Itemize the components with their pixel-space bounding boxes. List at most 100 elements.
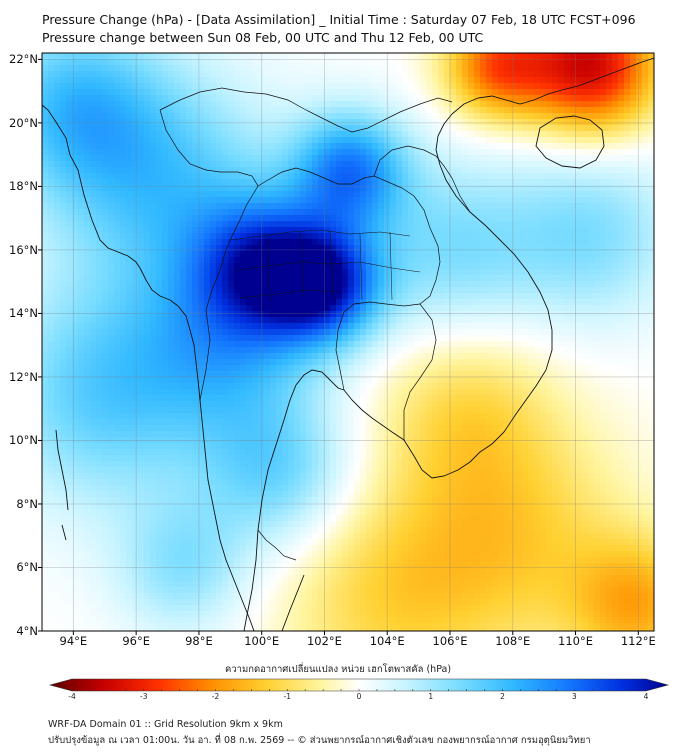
field-cell <box>636 221 643 228</box>
field-cell <box>492 251 499 258</box>
field-cell <box>204 233 211 240</box>
field-cell <box>480 245 487 252</box>
field-cell <box>96 59 103 66</box>
field-cell <box>540 185 547 192</box>
field-cell <box>306 263 313 270</box>
field-cell <box>126 65 133 72</box>
field-cell <box>318 299 325 306</box>
field-cell <box>330 167 337 174</box>
field-cell <box>318 293 325 300</box>
field-cell <box>306 311 313 318</box>
field-cell <box>186 215 193 222</box>
field-cell <box>366 287 373 294</box>
field-cell <box>180 161 187 168</box>
field-cell <box>114 251 121 258</box>
field-cell <box>462 275 469 282</box>
field-cell <box>390 191 397 198</box>
field-cell <box>228 77 235 84</box>
field-cell <box>534 149 541 156</box>
field-cell <box>102 269 109 276</box>
field-cell <box>468 197 475 204</box>
field-cell <box>174 341 181 348</box>
field-cell <box>294 149 301 156</box>
field-cell <box>114 143 121 150</box>
field-cell <box>504 329 511 336</box>
field-cell <box>348 77 355 84</box>
field-cell <box>444 215 451 222</box>
field-cell <box>312 83 319 90</box>
field-cell <box>438 155 445 162</box>
field-cell <box>264 167 271 174</box>
field-cell <box>492 215 499 222</box>
field-cell <box>276 167 283 174</box>
field-cell <box>276 341 283 348</box>
field-cell <box>192 53 199 60</box>
field-cell <box>330 89 337 96</box>
field-cell <box>300 71 307 78</box>
field-cell <box>474 65 481 72</box>
field-cell <box>162 257 169 264</box>
field-cell <box>462 83 469 90</box>
field-cell <box>252 95 259 102</box>
field-cell <box>522 53 529 60</box>
field-cell <box>438 149 445 156</box>
field-cell <box>348 197 355 204</box>
field-cell <box>462 107 469 114</box>
field-cell <box>60 203 67 210</box>
field-cell <box>66 119 73 126</box>
field-cell <box>186 221 193 228</box>
field-cell <box>108 173 115 180</box>
field-cell <box>534 317 541 324</box>
field-cell <box>342 65 349 72</box>
field-cell <box>180 197 187 204</box>
field-cell <box>516 71 523 78</box>
field-cell <box>324 275 331 282</box>
field-cell <box>252 77 259 84</box>
field-cell <box>390 53 397 60</box>
field-cell <box>264 209 271 216</box>
field-cell <box>438 239 445 246</box>
field-cell <box>60 305 67 312</box>
field-cell <box>534 311 541 318</box>
field-cell <box>618 65 625 72</box>
field-cell <box>588 269 595 276</box>
field-cell <box>210 221 217 228</box>
field-cell <box>222 191 229 198</box>
field-cell <box>258 173 265 180</box>
field-cell <box>66 191 73 198</box>
field-cell <box>306 269 313 276</box>
field-cell <box>258 77 265 84</box>
field-cell <box>636 227 643 234</box>
field-cell <box>582 341 589 348</box>
field-cell <box>552 281 559 288</box>
field-cell <box>156 77 163 84</box>
field-cell <box>612 239 619 246</box>
field-cell <box>408 107 415 114</box>
field-cell <box>228 185 235 192</box>
field-cell <box>228 59 235 66</box>
field-cell <box>78 263 85 270</box>
field-cell <box>420 209 427 216</box>
field-cell <box>384 197 391 204</box>
field-cell <box>336 233 343 240</box>
field-cell <box>564 71 571 78</box>
field-cell <box>66 275 73 282</box>
field-cell <box>348 227 355 234</box>
field-cell <box>402 95 409 102</box>
field-cell <box>42 185 49 192</box>
field-cell <box>594 95 601 102</box>
field-cell <box>564 83 571 90</box>
field-cell <box>78 59 85 66</box>
field-cell <box>648 113 654 120</box>
field-cell <box>306 233 313 240</box>
field-cell <box>342 125 349 132</box>
field-cell <box>276 209 283 216</box>
field-cell <box>504 323 511 330</box>
field-cell <box>504 233 511 240</box>
field-cell <box>546 257 553 264</box>
field-cell <box>228 239 235 246</box>
field-cell <box>210 125 217 132</box>
field-cell <box>606 89 613 96</box>
field-cell <box>192 335 199 342</box>
field-cell <box>102 71 109 78</box>
